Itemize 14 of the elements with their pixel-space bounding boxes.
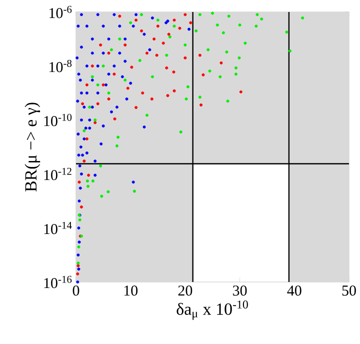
- x-tick-label: 30: [233, 286, 247, 296]
- x-tick-label: 10: [124, 286, 138, 296]
- y-tick-label: 10$^{-6}$: [50, 6, 72, 18]
- x-tick-label: 20: [178, 286, 192, 296]
- x-tick-label: 50: [342, 286, 356, 296]
- y-tick-label: 10$^{-8}$: [50, 60, 72, 72]
- y-axis-title: BR(μ −> e γ): [24, 102, 40, 192]
- y-tick-label: 10$^{-10}$: [44, 114, 72, 126]
- y-tick-label: 10$^{-16}$: [44, 276, 72, 288]
- y-tick-label: 10$^{-14}$: [44, 222, 72, 234]
- y-tick-label: 10$^{-12}$: [44, 168, 72, 180]
- x-axis-title: δa$_{μ}$ x 10$^{-10}$: [176, 300, 248, 320]
- x-tick-label: 40: [287, 286, 302, 296]
- x-tick-label: 0: [72, 286, 80, 296]
